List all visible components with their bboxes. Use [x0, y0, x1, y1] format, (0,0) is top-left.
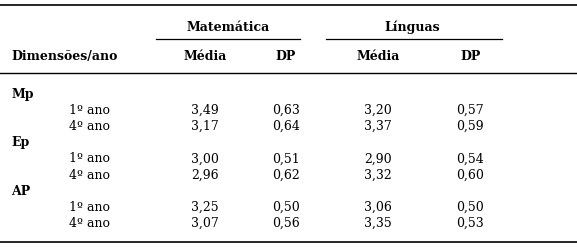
Text: 0,62: 0,62	[272, 168, 299, 181]
Text: Ep: Ep	[12, 136, 30, 149]
Text: 3,49: 3,49	[191, 103, 219, 116]
Text: 1º ano: 1º ano	[69, 103, 110, 116]
Text: Línguas: Línguas	[385, 20, 440, 34]
Text: 0,56: 0,56	[272, 216, 299, 229]
Text: 0,50: 0,50	[456, 200, 484, 213]
Text: 3,35: 3,35	[364, 216, 392, 229]
Text: 1º ano: 1º ano	[69, 200, 110, 213]
Text: Matemática: Matemática	[186, 21, 269, 34]
Text: 0,63: 0,63	[272, 103, 299, 116]
Text: 4º ano: 4º ano	[69, 216, 110, 229]
Text: 3,25: 3,25	[191, 200, 219, 213]
Text: 0,64: 0,64	[272, 119, 299, 133]
Text: Mp: Mp	[12, 87, 34, 100]
Text: 2,96: 2,96	[191, 168, 219, 181]
Text: 3,07: 3,07	[191, 216, 219, 229]
Text: 0,51: 0,51	[272, 152, 299, 165]
Text: 0,50: 0,50	[272, 200, 299, 213]
Text: Média: Média	[183, 50, 227, 63]
Text: 0,60: 0,60	[456, 168, 484, 181]
Text: 0,54: 0,54	[456, 152, 484, 165]
Text: 0,59: 0,59	[456, 119, 484, 133]
Text: 3,17: 3,17	[191, 119, 219, 133]
Text: 3,32: 3,32	[364, 168, 392, 181]
Text: DP: DP	[275, 50, 296, 63]
Text: 4º ano: 4º ano	[69, 119, 110, 133]
Text: 4º ano: 4º ano	[69, 168, 110, 181]
Text: 2,90: 2,90	[364, 152, 392, 165]
Text: 3,37: 3,37	[364, 119, 392, 133]
Text: 3,20: 3,20	[364, 103, 392, 116]
Text: 3,06: 3,06	[364, 200, 392, 213]
Text: Dimensões/ano: Dimensões/ano	[12, 50, 118, 63]
Text: 1º ano: 1º ano	[69, 152, 110, 165]
Text: DP: DP	[460, 50, 481, 63]
Text: 3,00: 3,00	[191, 152, 219, 165]
Text: AP: AP	[12, 184, 31, 197]
Text: Média: Média	[356, 50, 400, 63]
Text: 0,53: 0,53	[456, 216, 484, 229]
Text: 0,57: 0,57	[456, 103, 484, 116]
